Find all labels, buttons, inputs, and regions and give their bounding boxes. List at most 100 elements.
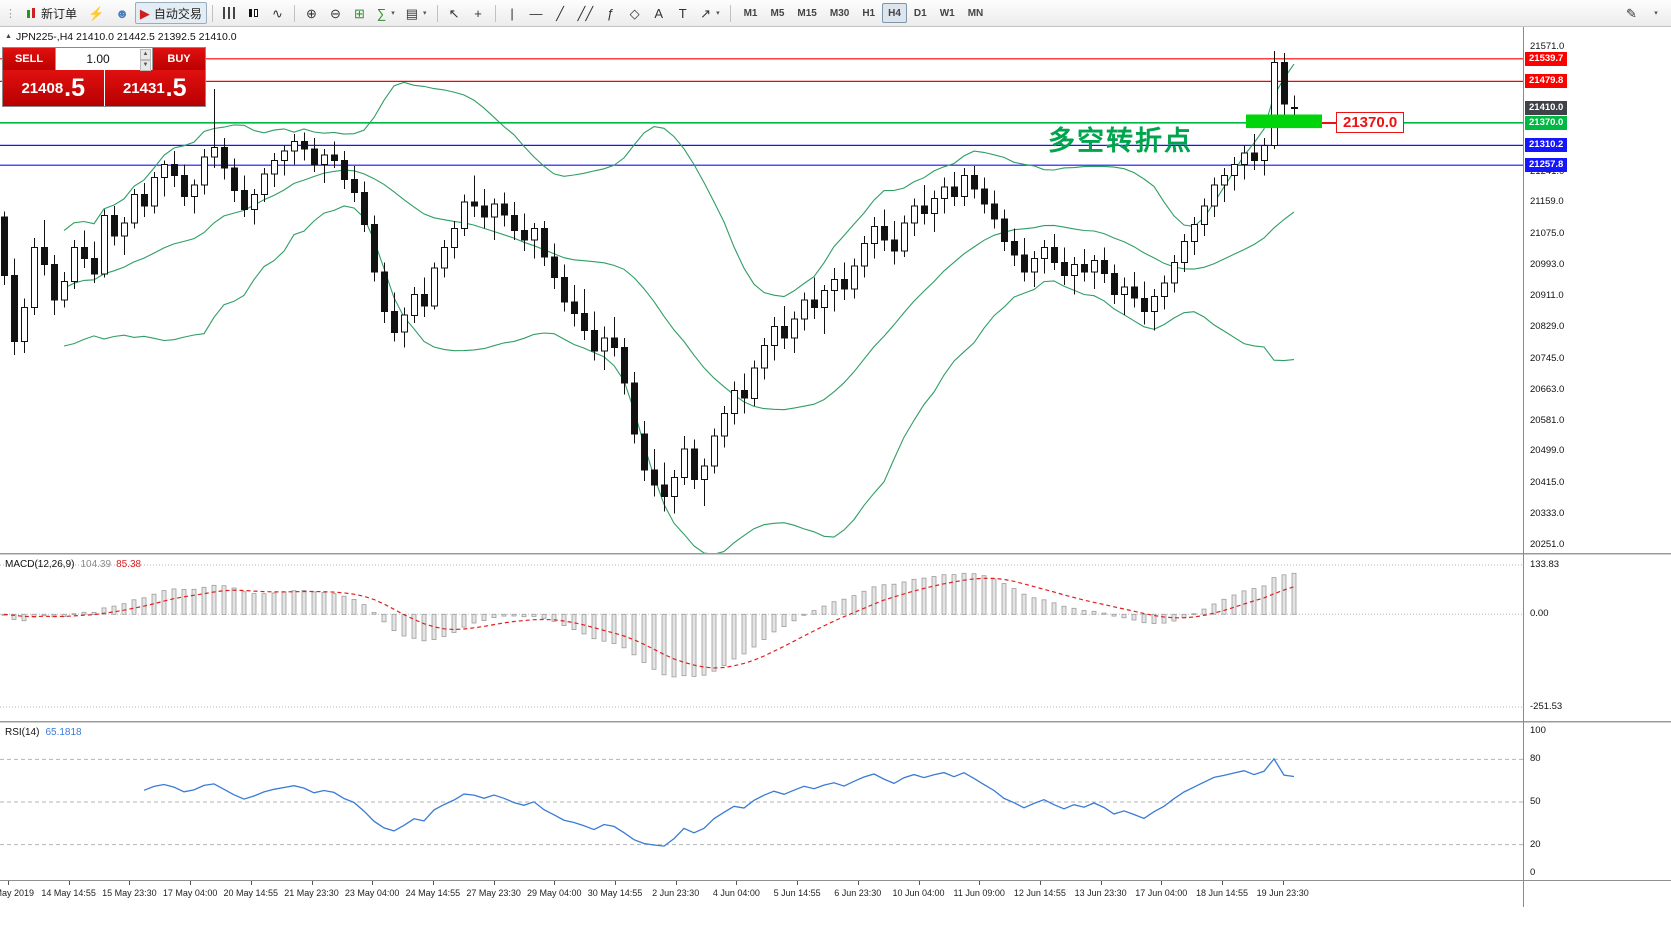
buy-button[interactable]: BUY bbox=[153, 48, 205, 70]
terminal-button[interactable]: ☻ bbox=[110, 2, 134, 24]
macd-histogram-bar bbox=[81, 611, 87, 615]
timeframe-button-D1[interactable]: D1 bbox=[908, 3, 933, 23]
macd-scale[interactable]: 133.83 0.00 -251.53 bbox=[1524, 555, 1671, 721]
price-tick-label: 20251.0 bbox=[1530, 539, 1565, 550]
price-tick-label: 21075.0 bbox=[1530, 228, 1565, 240]
timeframe-button-M15[interactable]: M15 bbox=[791, 3, 822, 23]
price-scale[interactable]: 21571.021241.021159.021075.020993.020911… bbox=[1524, 27, 1671, 553]
timeframe-button-MN[interactable]: MN bbox=[962, 3, 990, 23]
indicators-button[interactable]: ∑ ▾ bbox=[372, 2, 400, 24]
current-price-badge: 21410.0 bbox=[1525, 100, 1568, 115]
indicators-icon: ∑ bbox=[376, 5, 387, 21]
time-tick bbox=[311, 881, 313, 885]
edit-button[interactable]: ✎ bbox=[1620, 2, 1643, 24]
macd-histogram-bar bbox=[741, 613, 747, 655]
macd-histogram-bar bbox=[771, 613, 777, 633]
arrows-button[interactable]: ↗ ▾ bbox=[695, 2, 724, 24]
spin-down-icon[interactable]: ▼ bbox=[140, 60, 151, 71]
chevron-down-icon: ▾ bbox=[716, 10, 720, 17]
zoom-in-button[interactable]: ⊕ bbox=[300, 2, 323, 24]
horizontal-line-button[interactable]: — bbox=[525, 2, 548, 24]
candlestick-chart-button[interactable] bbox=[242, 2, 265, 24]
macd-histogram-bar bbox=[761, 613, 767, 640]
time-label: 27 May 23:30 bbox=[466, 888, 521, 898]
macd-histogram-bar bbox=[461, 613, 467, 628]
cursor-button[interactable]: ↖ bbox=[443, 2, 466, 24]
line-chart-button[interactable]: ∿ bbox=[266, 2, 289, 24]
main-price-chart[interactable] bbox=[0, 27, 1523, 553]
macd-histogram-bar bbox=[1131, 613, 1137, 621]
rsi-axis-label: 50 bbox=[1530, 796, 1541, 807]
trendline-button[interactable]: ╱ bbox=[549, 2, 572, 24]
time-axis[interactable]: 13 May 2019 14 May 14:55 15 May 23:30 17 Ma… bbox=[0, 880, 1671, 907]
timeframe-button-M5[interactable]: M5 bbox=[765, 3, 791, 23]
macd-histogram-bar bbox=[451, 613, 457, 633]
time-label: 13 Jun 23:30 bbox=[1074, 888, 1127, 898]
channel-button[interactable]: ╱╱ bbox=[573, 2, 599, 24]
macd-histogram-bar bbox=[701, 613, 707, 676]
zoom-out-button[interactable]: ⊖ bbox=[324, 2, 347, 24]
timeframe-button-H4[interactable]: H4 bbox=[882, 3, 907, 23]
macd-histogram-bar bbox=[401, 613, 407, 637]
rsi-scale[interactable]: 100 80 50 20 0 bbox=[1524, 723, 1671, 880]
price-tick-label: 21159.0 bbox=[1530, 196, 1564, 208]
macd-histogram-bar bbox=[251, 593, 257, 615]
macd-axis-label: -251.53 bbox=[1530, 701, 1563, 712]
fibonacci-button[interactable]: ƒ bbox=[599, 2, 622, 24]
price-callout[interactable]: 21370.0 bbox=[1336, 112, 1405, 133]
shapes-button[interactable]: ◇ bbox=[623, 2, 646, 24]
time-label: 13 May 2019 bbox=[0, 888, 35, 898]
volume-input[interactable]: 1.00 ▲ ▼ bbox=[55, 48, 153, 71]
time-tick bbox=[1161, 881, 1163, 885]
rsi-axis-label: 100 bbox=[1530, 725, 1546, 736]
text-button[interactable]: A bbox=[647, 2, 670, 24]
macd-histogram-bar bbox=[1091, 610, 1097, 615]
macd-histogram-bar bbox=[1061, 605, 1067, 615]
text-icon: A bbox=[654, 5, 663, 21]
macd-histogram-bar bbox=[131, 599, 137, 615]
macd-histogram-bar bbox=[381, 613, 387, 623]
macd-histogram-bar bbox=[1031, 597, 1037, 615]
timeframe-button-M1[interactable]: M1 bbox=[738, 3, 764, 23]
text-label-button[interactable]: T bbox=[671, 2, 694, 24]
new-order-button[interactable]: 新订单 bbox=[20, 2, 82, 24]
rsi-line bbox=[143, 757, 1295, 847]
macd-histogram-bar bbox=[931, 576, 937, 615]
highlight-zone-rect[interactable] bbox=[1246, 114, 1322, 129]
sell-button[interactable]: SELL bbox=[3, 48, 55, 70]
macd-histogram-bar bbox=[261, 593, 267, 615]
more-tools-button[interactable]: ▾ bbox=[1644, 2, 1667, 24]
time-label: 23 May 04:00 bbox=[344, 888, 400, 898]
volume-spinner[interactable]: ▲ ▼ bbox=[140, 49, 151, 71]
time-label: 18 Jun 14:55 bbox=[1195, 888, 1249, 898]
timeframe-button-W1[interactable]: W1 bbox=[934, 3, 961, 23]
timeframe-button-M30[interactable]: M30 bbox=[824, 3, 855, 23]
buy-price[interactable]: 21431 .5 bbox=[104, 70, 205, 106]
sell-price[interactable]: 21408 .5 bbox=[3, 70, 104, 106]
vertical-line-button[interactable]: | bbox=[501, 2, 524, 24]
templates-button[interactable]: ▤ ▾ bbox=[401, 2, 432, 24]
vertical-line-icon: | bbox=[510, 5, 514, 21]
charts-window-button[interactable]: ⚡ bbox=[83, 2, 109, 24]
macd-histogram-bar bbox=[751, 613, 757, 648]
toolbar-grip[interactable]: ⋮ bbox=[5, 7, 16, 20]
bollinger-upper-band bbox=[63, 63, 1295, 298]
rsi-panel[interactable] bbox=[0, 723, 1523, 880]
macd-panel[interactable] bbox=[0, 555, 1523, 721]
timeframe-button-H1[interactable]: H1 bbox=[856, 3, 881, 23]
time-tick bbox=[129, 881, 131, 885]
crosshair-button[interactable]: + bbox=[467, 2, 490, 24]
spin-up-icon[interactable]: ▲ bbox=[140, 49, 151, 60]
panel-splitter[interactable] bbox=[0, 721, 1671, 723]
collapse-panel-icon[interactable]: ▲ bbox=[5, 33, 12, 40]
time-label: 29 May 04:00 bbox=[527, 888, 582, 898]
auto-trading-button[interactable]: ▶ 自动交易 bbox=[134, 2, 207, 24]
bar-chart-button[interactable] bbox=[218, 2, 241, 24]
grid-button[interactable]: ⊞ bbox=[348, 2, 371, 24]
panel-splitter[interactable] bbox=[0, 553, 1671, 555]
sell-price-frac: .5 bbox=[64, 73, 86, 102]
macd-histogram-bar bbox=[871, 586, 877, 615]
time-tick bbox=[8, 881, 9, 885]
macd-histogram-bar bbox=[471, 613, 477, 624]
